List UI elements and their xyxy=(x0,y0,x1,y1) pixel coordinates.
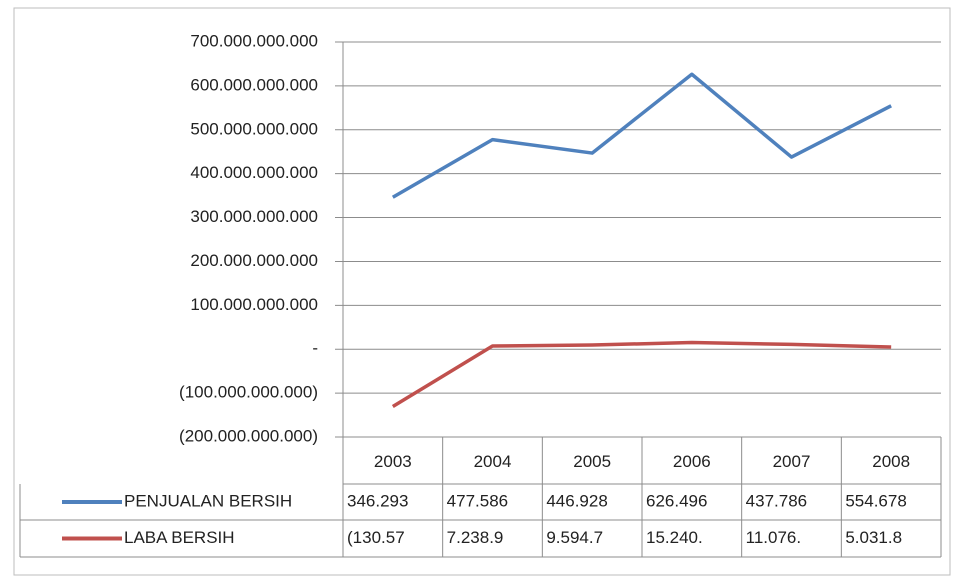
y-tick-label: 300.000.000.000 xyxy=(190,207,318,226)
y-tick-label: - xyxy=(312,339,318,358)
y-tick-label: 400.000.000.000 xyxy=(190,163,318,182)
x-tick-label: 2006 xyxy=(673,452,711,471)
y-tick-label: 700.000.000.000 xyxy=(190,31,318,50)
y-tick-label: 500.000.000.000 xyxy=(190,119,318,138)
x-tick-label: 2007 xyxy=(773,452,811,471)
table-value: 15.240. xyxy=(646,528,703,547)
table-value: 5.031.8 xyxy=(845,528,902,547)
x-tick-label: 2004 xyxy=(474,452,512,471)
table-value: 626.496 xyxy=(646,491,707,510)
table-value: 446.928 xyxy=(546,491,607,510)
table-value: 477.586 xyxy=(447,491,508,510)
y-tick-label: 100.000.000.000 xyxy=(190,295,318,314)
chart-frame xyxy=(13,7,951,576)
table-value: 7.238.9 xyxy=(447,528,504,547)
y-tick-label: 200.000.000.000 xyxy=(190,251,318,270)
table-value: 346.293 xyxy=(347,491,408,510)
series-line xyxy=(391,340,892,409)
legend-label: PENJUALAN BERSIH xyxy=(124,491,292,510)
table-value: 9.594.7 xyxy=(546,528,603,547)
legend-label: LABA BERSIH xyxy=(124,528,235,547)
series-line xyxy=(391,72,892,199)
y-tick-label: (200.000.000.000) xyxy=(179,426,318,445)
table-value: 554.678 xyxy=(845,491,906,510)
x-tick-label: 2003 xyxy=(374,452,412,471)
table-value: 437.786 xyxy=(746,491,807,510)
y-tick-label: 600.000.000.000 xyxy=(190,75,318,94)
x-tick-label: 2005 xyxy=(573,452,611,471)
table-value: (130.57 xyxy=(347,528,405,547)
x-tick-label: 2008 xyxy=(872,452,910,471)
table-value: 11.076. xyxy=(746,528,801,547)
y-tick-label: (100.000.000.000) xyxy=(179,383,318,402)
